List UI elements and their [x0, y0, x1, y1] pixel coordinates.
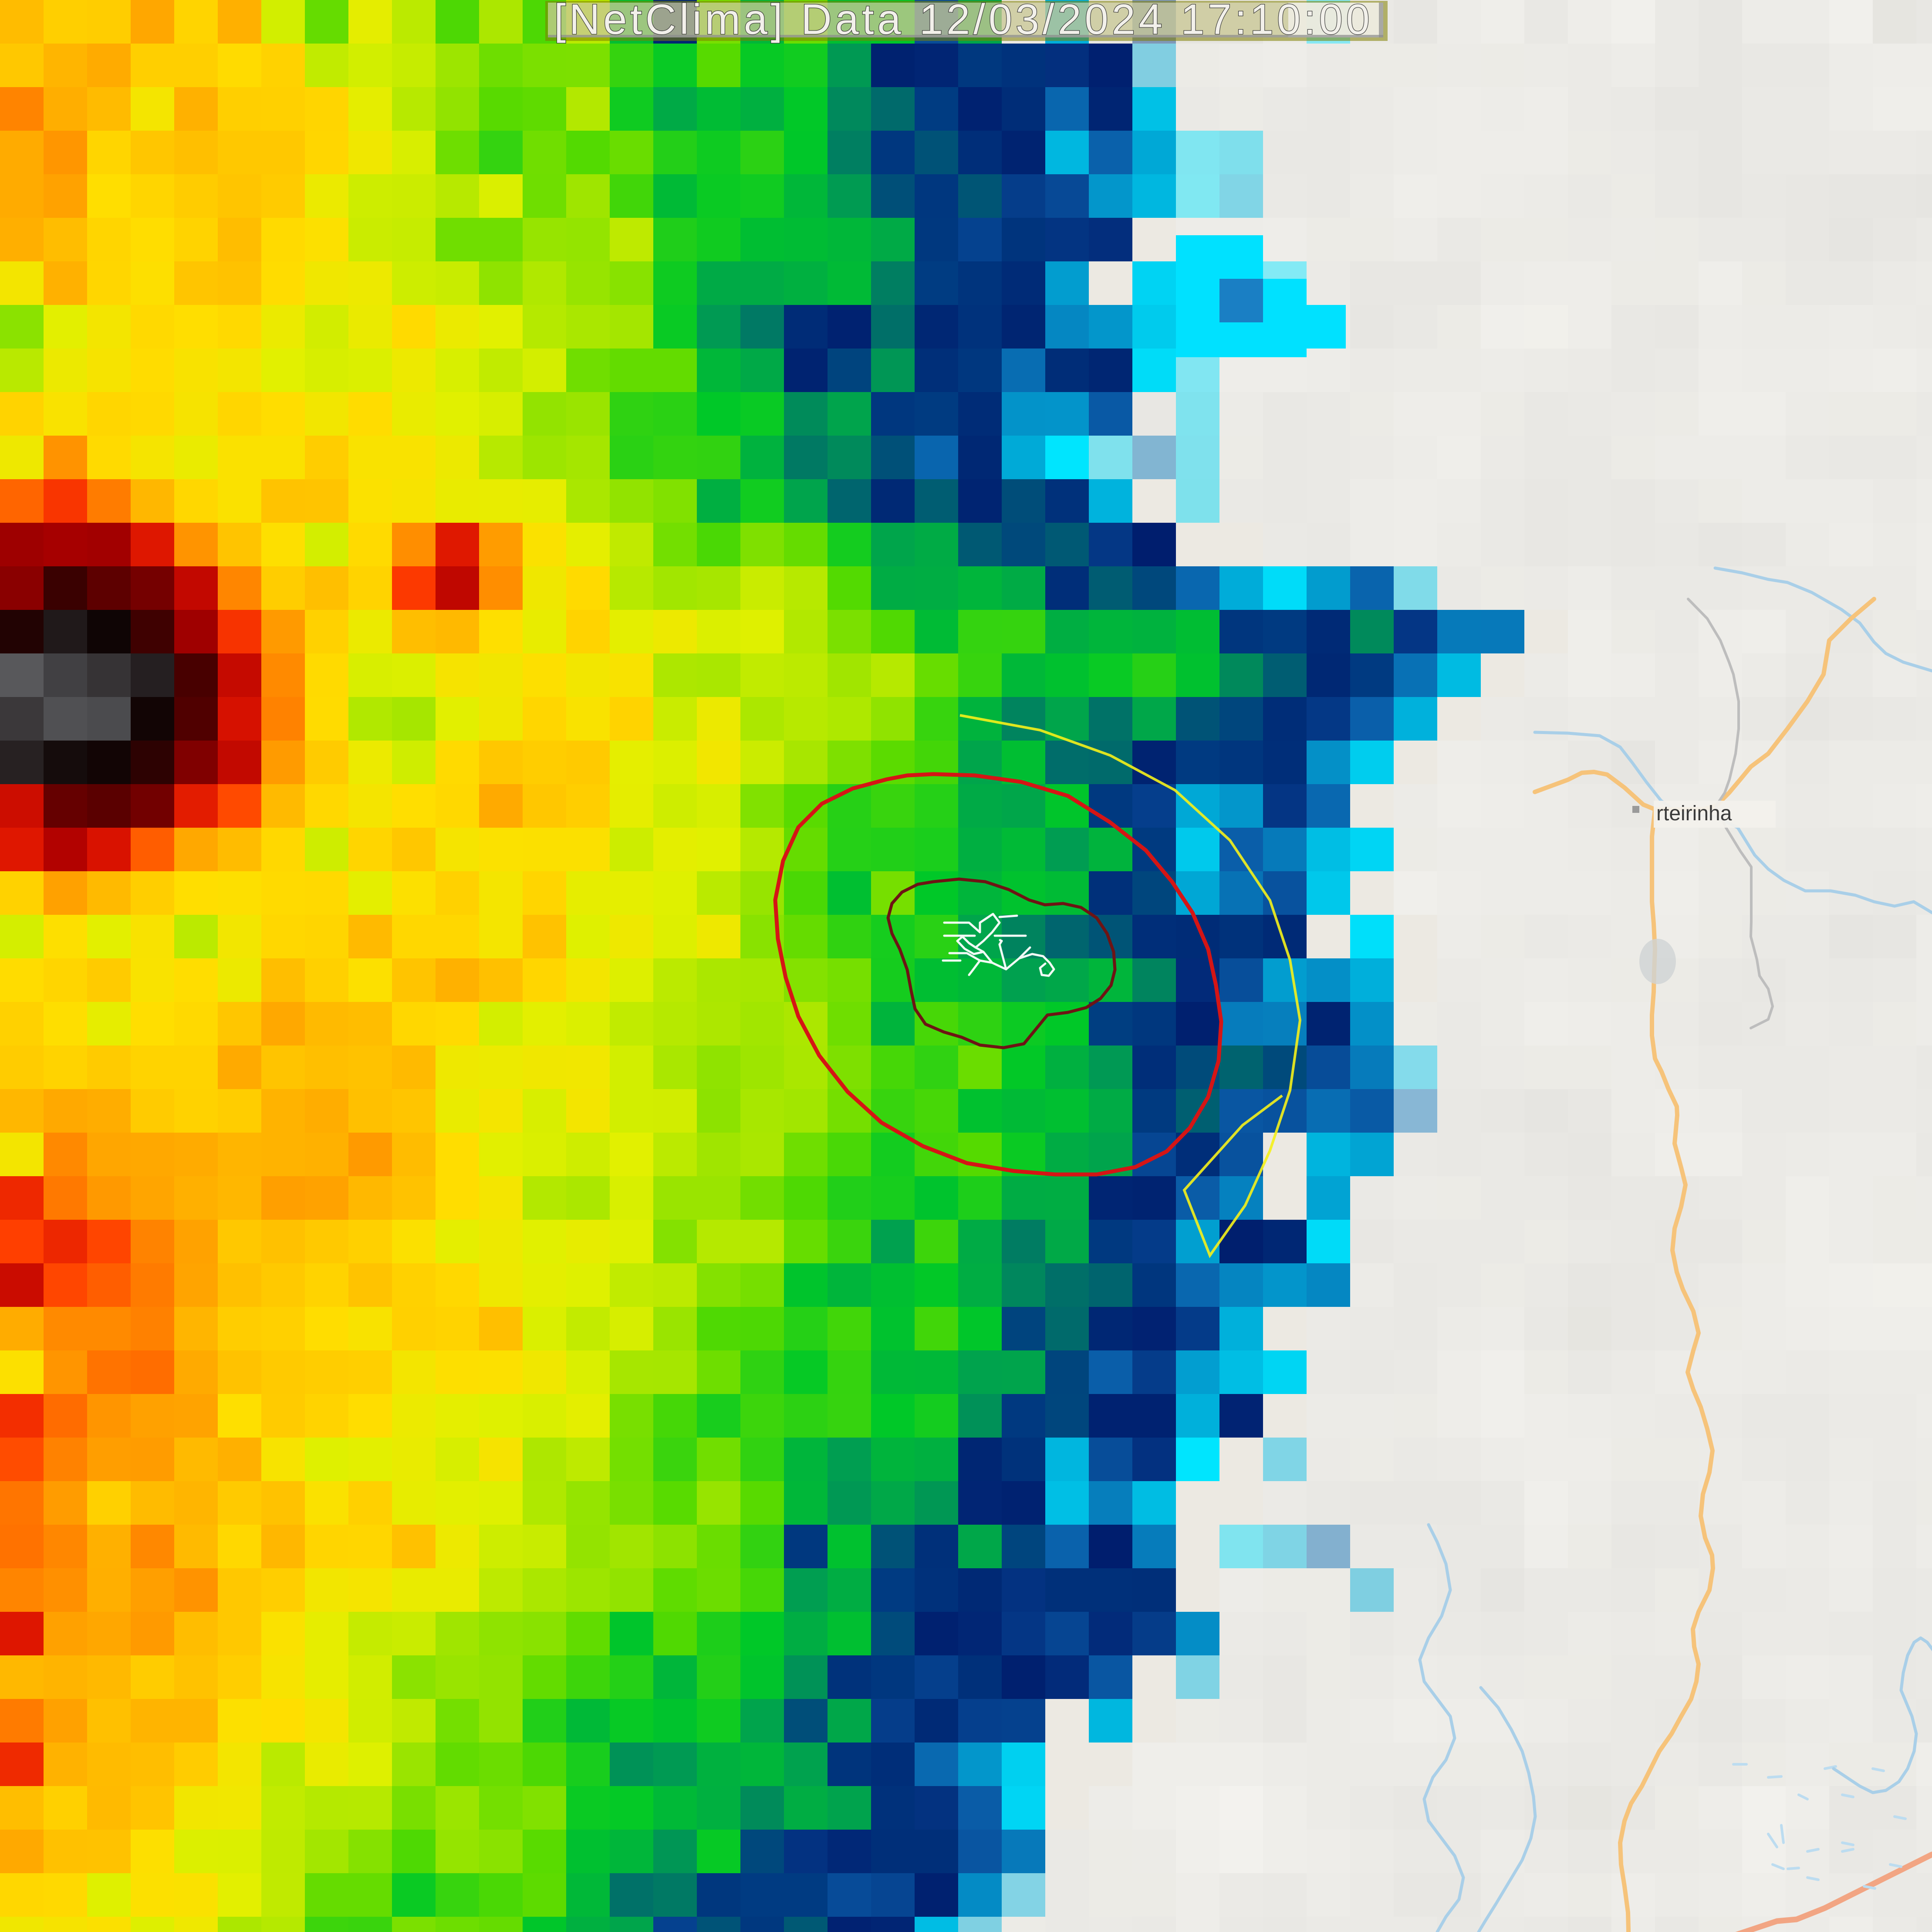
svg-text:[NetClima] Data 12/03/2024 17:: [NetClima] Data 12/03/2024 17:10:00	[554, 0, 1373, 43]
